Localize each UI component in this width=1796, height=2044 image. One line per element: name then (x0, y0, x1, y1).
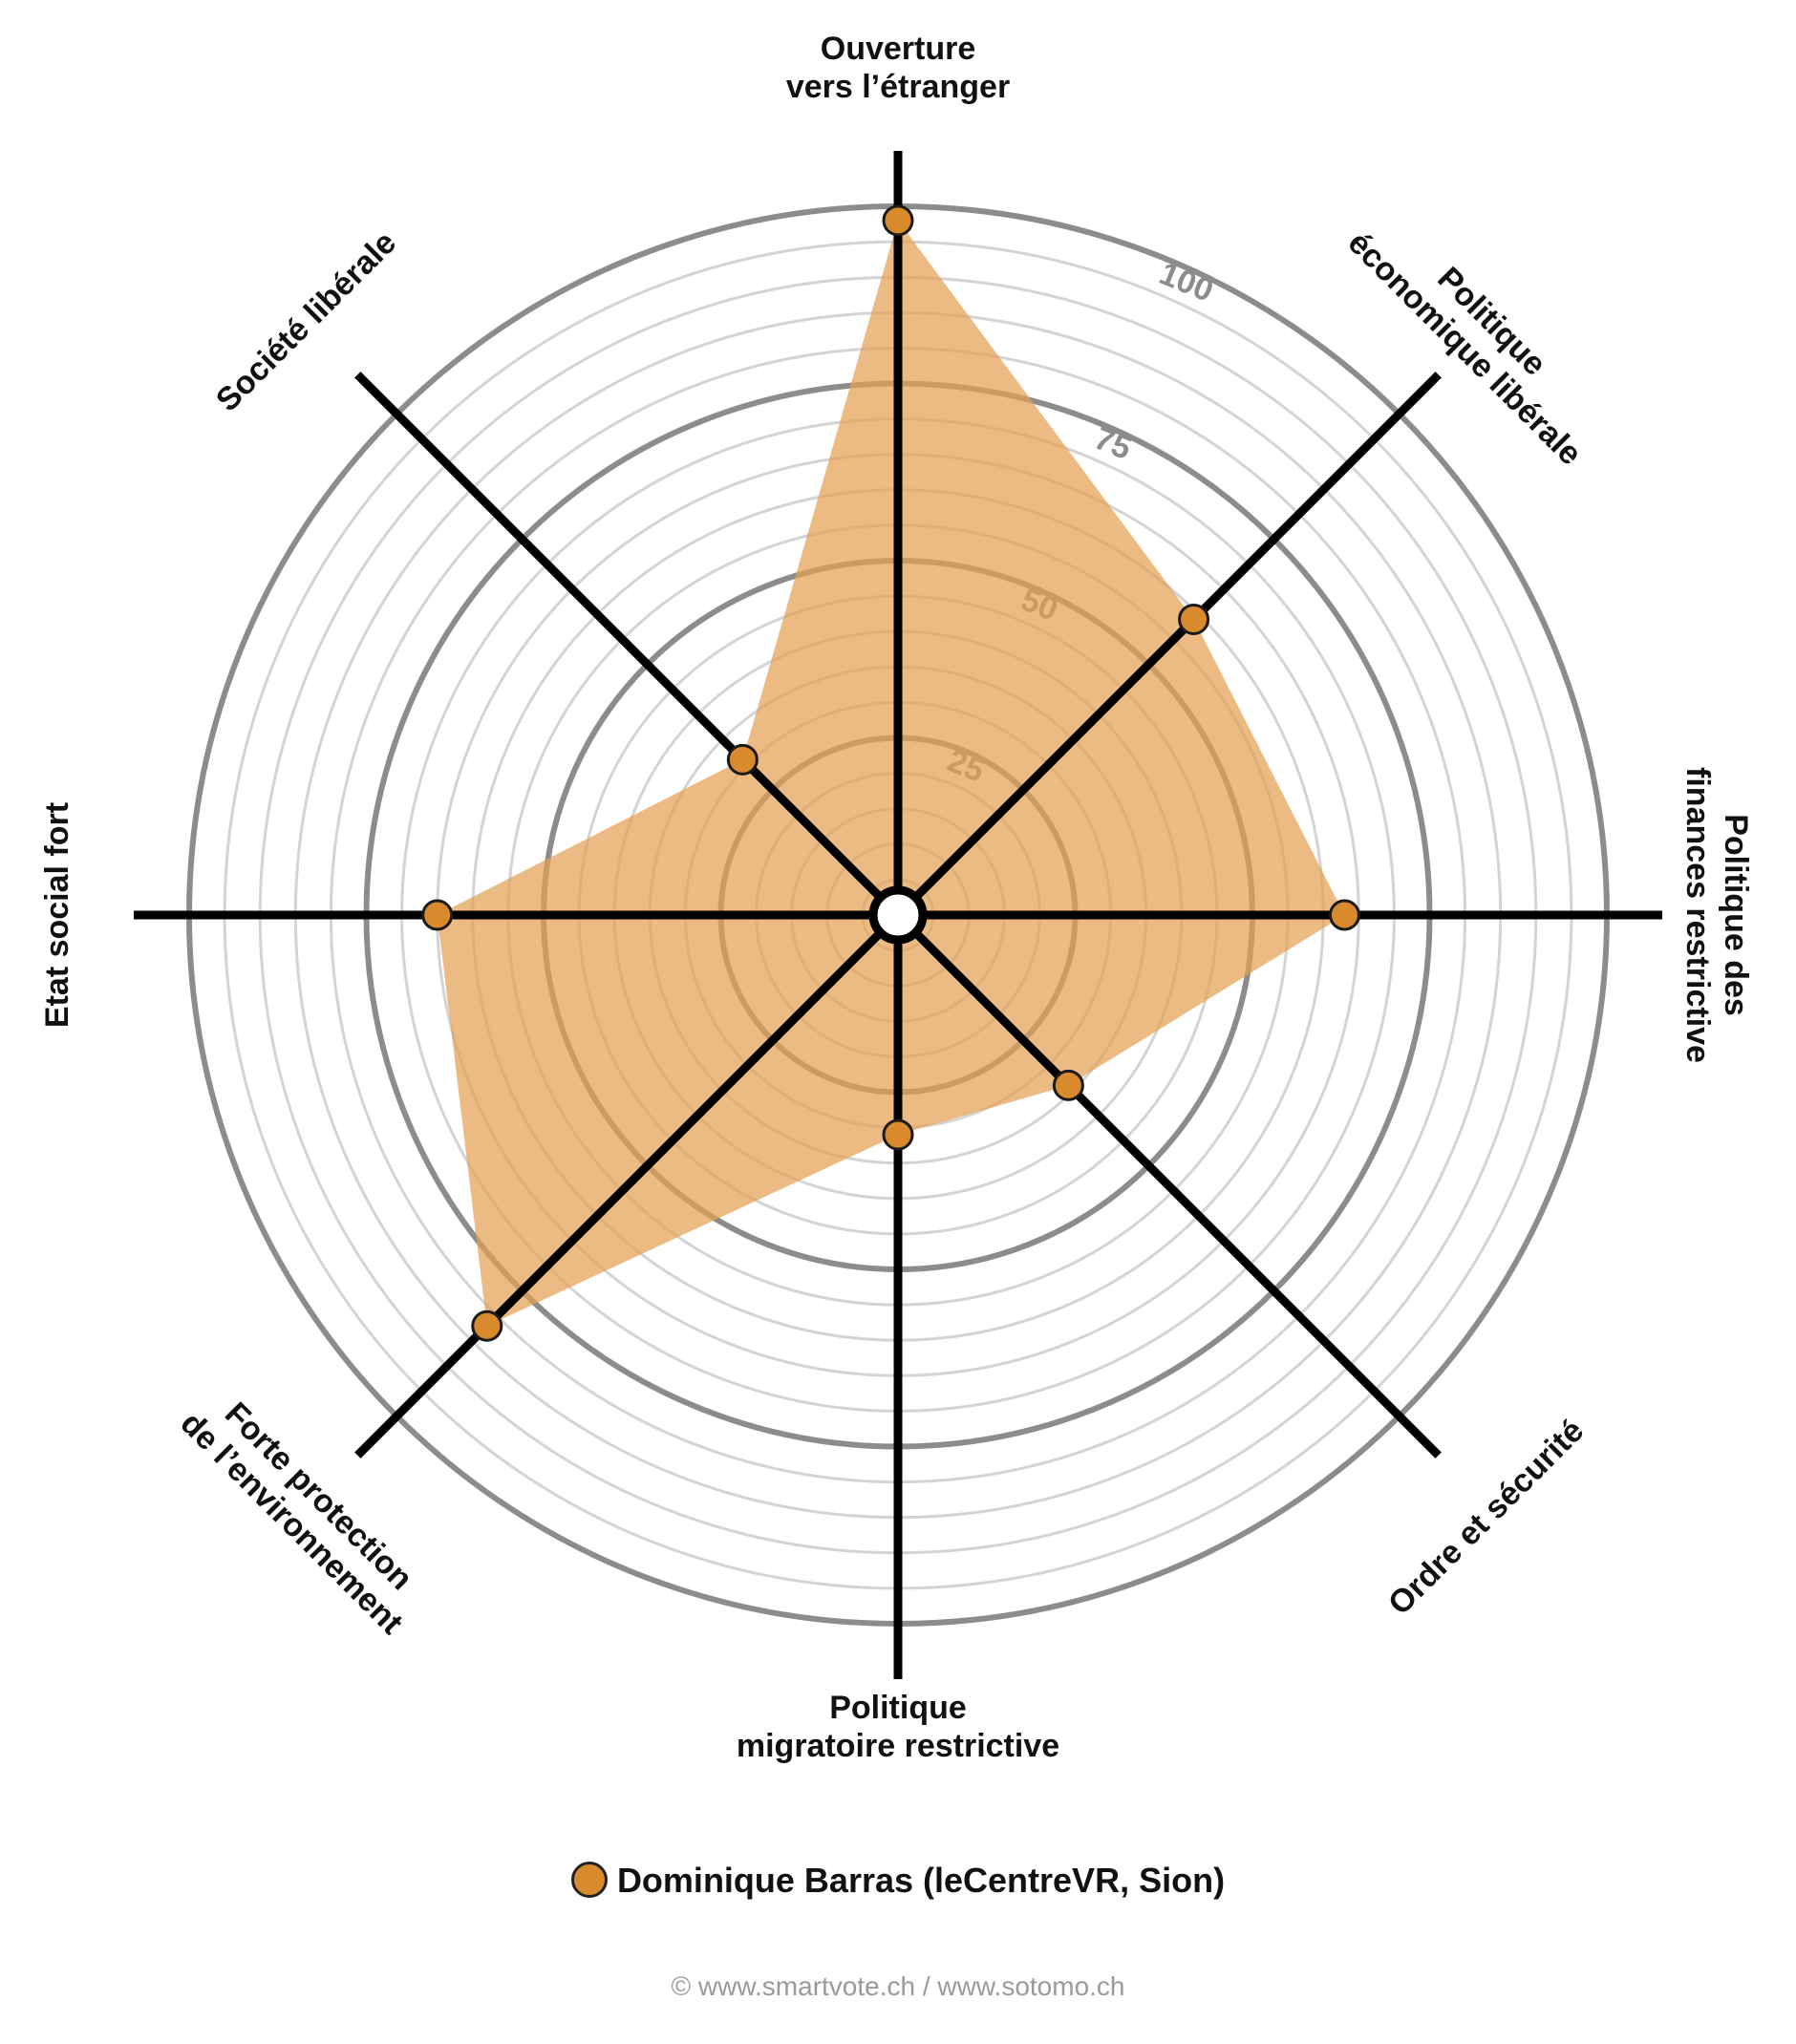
axis-label: Politique migratoire restrictive (737, 1690, 1059, 1764)
ring-tick-label: 100 (1154, 255, 1218, 309)
axis-label-group: Politique migratoire restrictive (737, 1690, 1059, 1764)
axis-label: Ordre et sécurité (1381, 1413, 1591, 1622)
footer-credit: © www.smartvote.ch / www.sotomo.ch (671, 1971, 1125, 2001)
axis-label-group: Politique desfinances restrictive (1679, 767, 1754, 1063)
series-polygon (437, 220, 1345, 1327)
data-point (1328, 899, 1360, 931)
axis-label-group: Ouverture vers l’étranger (786, 31, 1010, 105)
data-point (1178, 603, 1210, 635)
series-area (437, 220, 1345, 1327)
data-point (471, 1309, 503, 1342)
axis-spoke (894, 372, 1442, 919)
axis-label-line: Ouverture (821, 31, 976, 67)
data-point (421, 899, 454, 931)
axis-label: Ouverture vers l’étranger (786, 31, 1010, 105)
axis-spoke (894, 911, 1442, 1458)
axis-label-line: vers l’étranger (786, 69, 1010, 105)
axis-label-line: finances restrictive (1679, 767, 1716, 1063)
legend-label: Dominique Barras (leCentreVR, Sion) (616, 1861, 1226, 1900)
data-point (882, 204, 914, 237)
axis-label-line: Politique (829, 1690, 967, 1726)
data-point (726, 743, 759, 776)
data-point (1052, 1069, 1084, 1101)
axis-label-line: Politique des (1718, 814, 1754, 1016)
legend: Dominique Barras (leCentreVR, Sion) (0, 1861, 1796, 1901)
chart-center (868, 885, 928, 945)
axis-label: Politique desfinances restrictive (1679, 767, 1754, 1063)
axis-label-group: Ordre et sécurité (1381, 1413, 1591, 1622)
chart-axes (134, 151, 1662, 1679)
axis-spoke (354, 372, 902, 919)
legend-marker (570, 1862, 608, 1899)
axis-label-group: Etat social fort (39, 802, 75, 1028)
axis-label-line: Ordre et sécurité (1381, 1413, 1591, 1622)
center-hub (868, 885, 928, 945)
data-point (882, 1118, 914, 1151)
axis-label-line: Etat social fort (39, 802, 75, 1028)
axis-label-line: migratoire restrictive (737, 1728, 1059, 1764)
series-points (421, 204, 1360, 1342)
axis-label: Etat social fort (39, 802, 75, 1028)
axis-spoke (354, 911, 902, 1458)
